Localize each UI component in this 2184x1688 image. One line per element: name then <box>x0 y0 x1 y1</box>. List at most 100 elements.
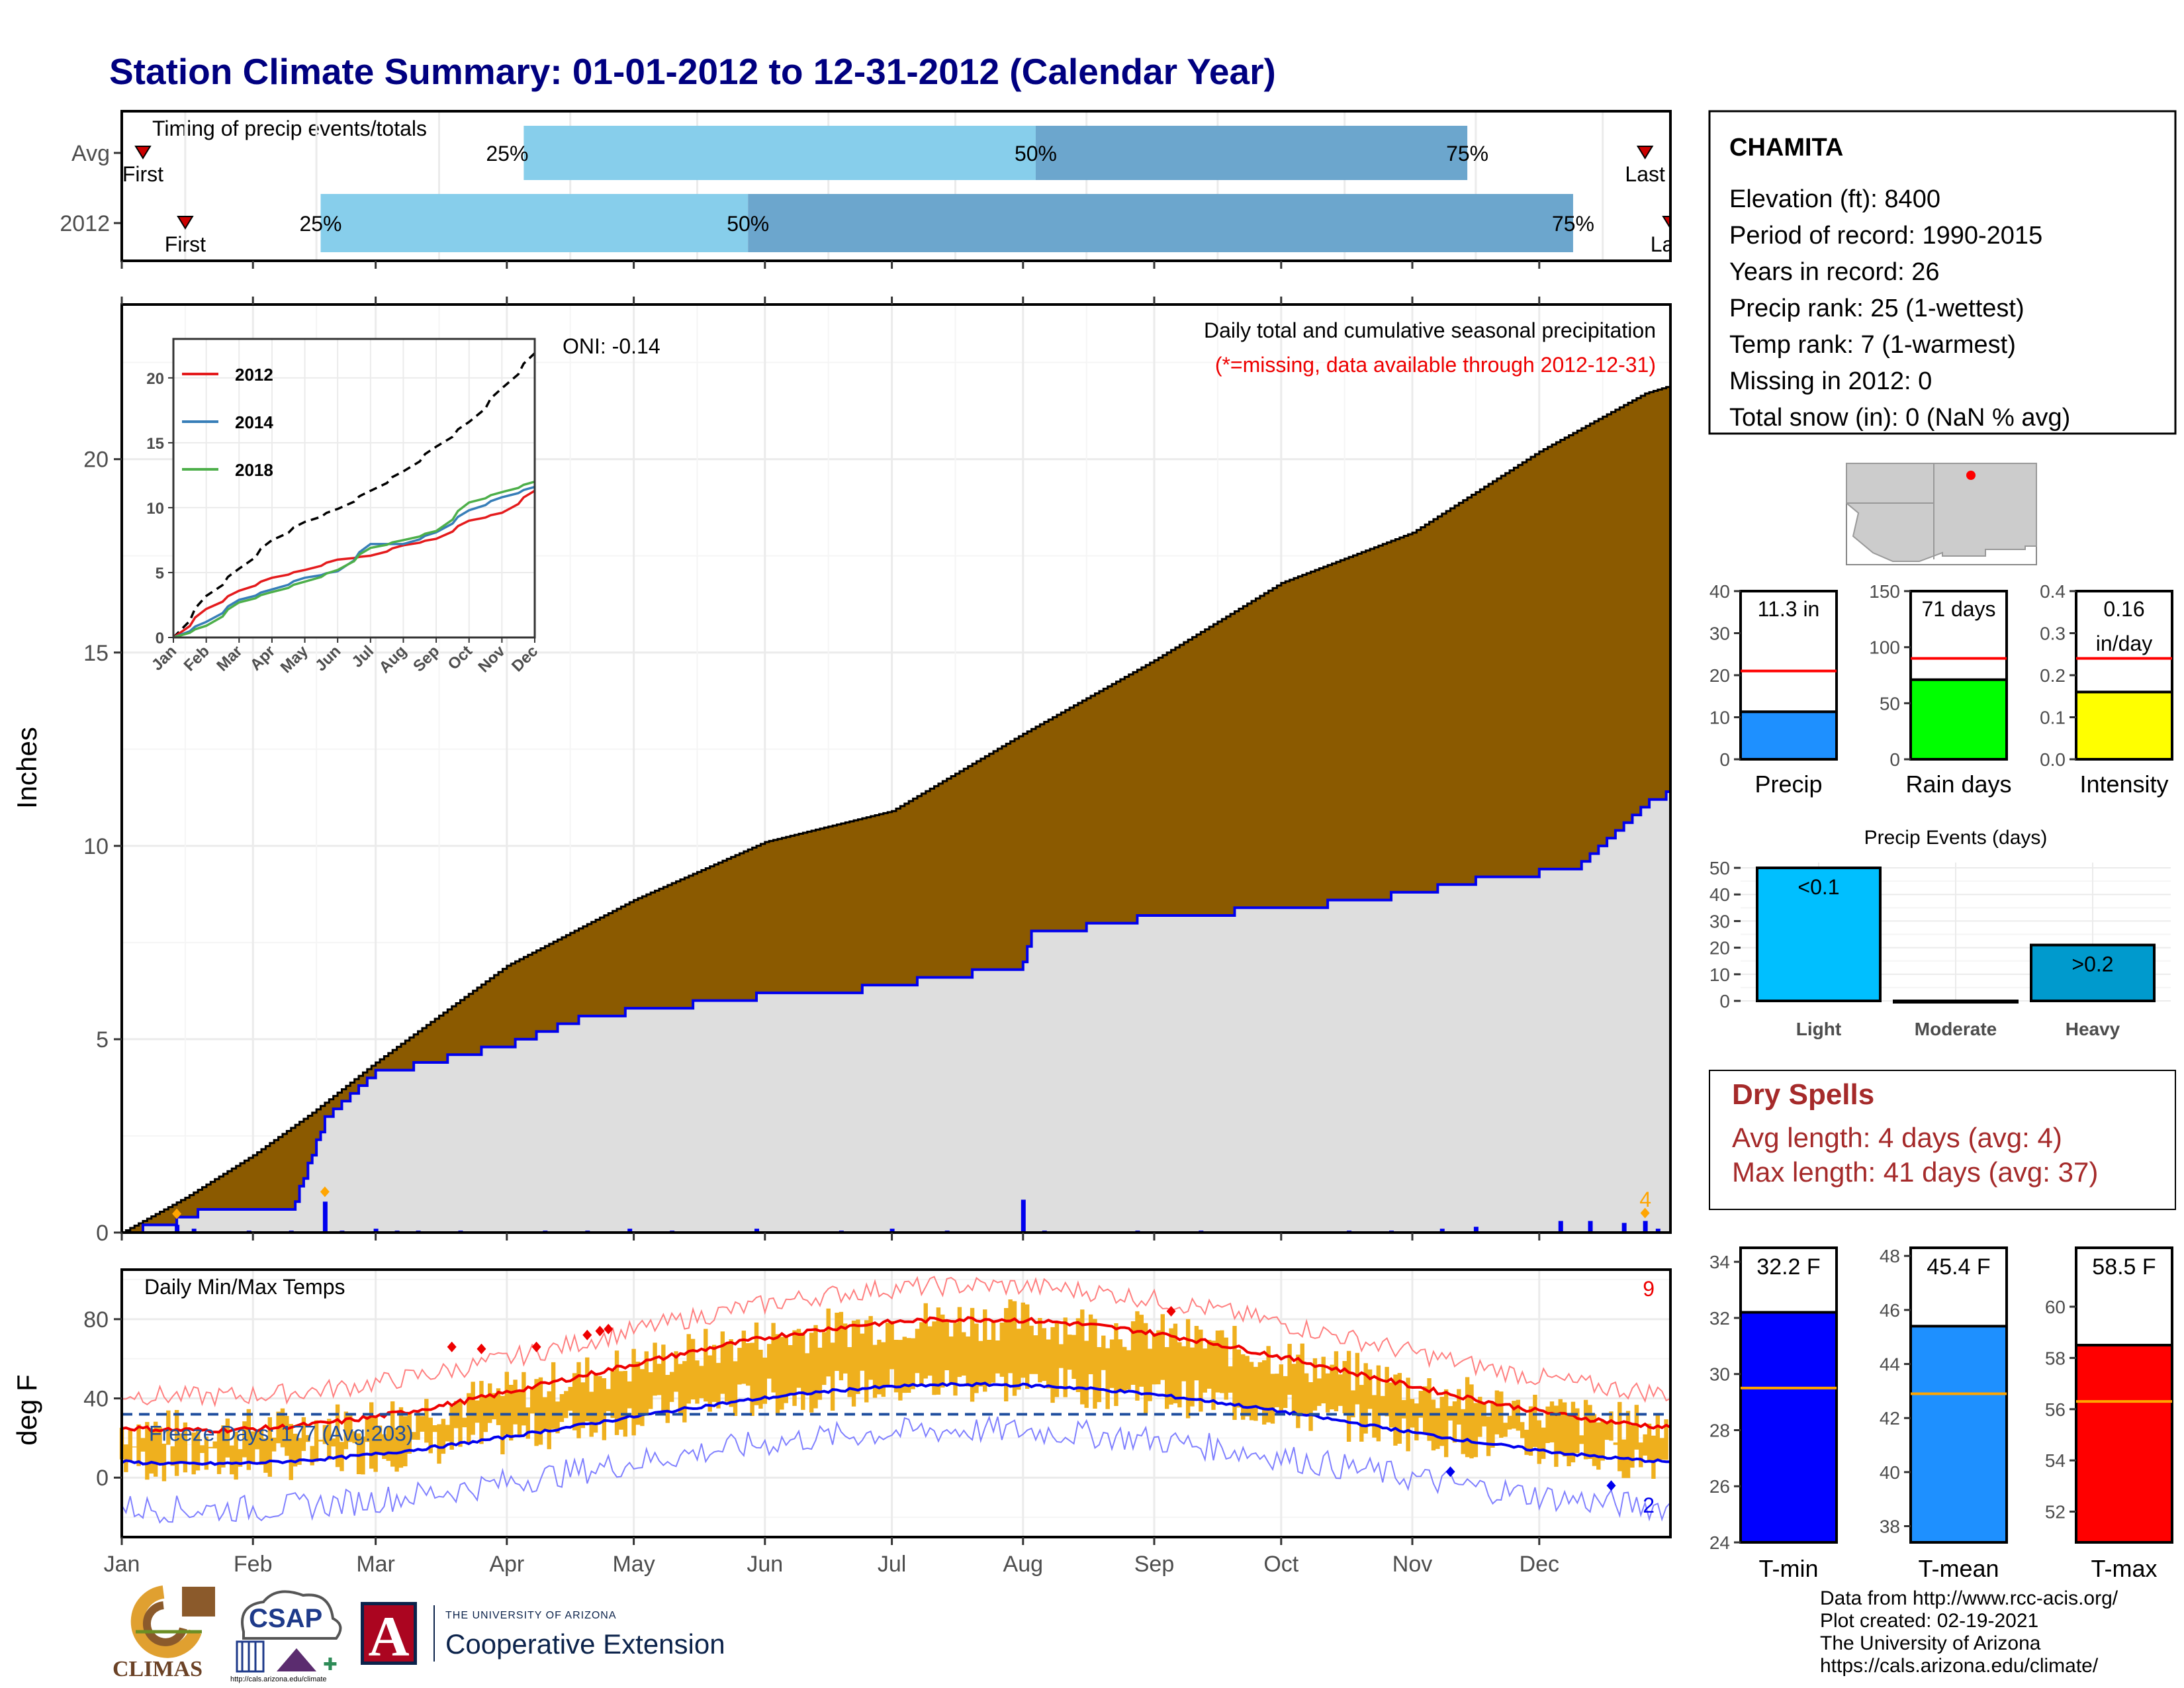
record-max-line <box>121 1276 1671 1407</box>
events-category-label: Heavy <box>2066 1019 2120 1039</box>
precip-event-marker <box>1640 1207 1650 1219</box>
mini-bar-value-label: 0.16 <box>2103 597 2144 621</box>
temp-bar-tick-label: 38 <box>1880 1517 1900 1537</box>
precip-title: Daily total and cumulative seasonal prec… <box>1204 318 1656 342</box>
station-info-line: Elevation (ft): 8400 <box>1729 185 1940 213</box>
temp-bar-tick-label: 26 <box>1709 1476 1730 1497</box>
mini-bar-name: Precip <box>1754 771 1822 798</box>
record-low-marker <box>1606 1480 1616 1491</box>
timing-bar-q2 <box>1035 126 1468 180</box>
inset-series-line <box>173 481 535 639</box>
first-event-label: First <box>122 162 163 186</box>
timing-p75: 75% <box>1446 142 1488 165</box>
temp-plot-area: 0 40 80 Jan Feb Mar Apr May Jun Jul Aug Sep Oct Nov De… <box>83 1268 1672 1577</box>
inset-y-tick-label: 20 <box>146 370 164 388</box>
temp-bar-tick-label: 54 <box>2045 1450 2066 1471</box>
temp-y-tick-label: 80 <box>83 1307 109 1333</box>
footer-line: https://cals.arizona.edu/climate/ <box>1820 1655 2099 1677</box>
dry-spells-title: Dry Spells <box>1732 1078 1874 1111</box>
temp-frame <box>120 1268 1672 1538</box>
temp-bar-value-label: 58.5 F <box>2092 1254 2156 1280</box>
ua-block-a: A <box>361 1602 417 1668</box>
temp-bar-tick-label: 24 <box>1709 1532 1730 1553</box>
mini-bar-tick-label: 0 <box>1719 749 1730 770</box>
events-tick-label: 20 <box>1709 938 1730 959</box>
timing-label: Timing of precip events/totals <box>152 117 427 140</box>
timing-p25: 25% <box>299 212 341 236</box>
events-category-label: Light <box>1796 1019 1841 1039</box>
temp-bar-value-label: 32.2 F <box>1756 1254 1820 1280</box>
month-tick-label: Jan <box>104 1552 140 1577</box>
precip-subtitle: (*=missing, data available through 2012-… <box>1215 353 1656 377</box>
temp-bar-name: T-max <box>2091 1555 2157 1582</box>
station-info-line: Period of record: 1990-2015 <box>1729 222 2042 250</box>
mini-bar-tick-label: 0.1 <box>2040 708 2066 728</box>
temp-bar-tick-label: 42 <box>1880 1408 1900 1429</box>
mini-bar-tick-label: 0.0 <box>2040 749 2066 770</box>
record-high-marker <box>604 1323 614 1335</box>
climas-wordmark: CLIMAS <box>113 1657 203 1681</box>
mini-bar-value <box>1909 678 2008 761</box>
temp-bar-tick-label: 52 <box>2045 1502 2066 1523</box>
mini-bar-value <box>2075 690 2173 761</box>
temp-bar-name: T-min <box>1759 1555 1819 1582</box>
events-tick-label: 50 <box>1709 858 1730 878</box>
first-event-label: First <box>165 232 206 256</box>
inset-avg-line <box>172 352 536 639</box>
dry-spells-box: Dry Spells Avg length: 4 days (avg: 4) M… <box>1709 1070 2176 1210</box>
station-info-line: Missing in 2012: 0 <box>1729 367 1932 395</box>
last-event-label: Last <box>1625 162 1665 186</box>
daily-precip-bar <box>1439 1229 1445 1233</box>
temp-bar-tick-label: 48 <box>1880 1246 1900 1266</box>
inset-y-tick-label: 15 <box>146 435 164 453</box>
daily-precip-bar <box>322 1201 328 1233</box>
temp-bar-charts: 32.2 F 24 26 28 30 32 34 T-min 45.4 F 38 40 42 44 46 4… <box>1709 1246 2173 1582</box>
month-tick-label: Jul <box>878 1552 906 1577</box>
temp-title: Daily Min/Max Temps <box>144 1275 345 1299</box>
timing-bar-q2 <box>748 194 1573 252</box>
csap-emblem: ✚ <box>236 1590 342 1675</box>
timing-p50: 50% <box>727 212 769 236</box>
mini-bar-name: Intensity <box>2079 771 2168 798</box>
inset-border <box>172 338 536 639</box>
climas-logo: CLIMAS <box>109 1585 218 1685</box>
month-tick-label: Sep <box>1134 1552 1175 1577</box>
daily-precip-bar <box>1643 1221 1648 1233</box>
mini-bar-tick-label: 20 <box>1709 665 1730 686</box>
temp-y-tick-label: 40 <box>83 1387 109 1412</box>
events-tick-label: 40 <box>1709 884 1730 905</box>
csap-url: http://cals.arizona.edu/climate <box>230 1675 327 1683</box>
obs-cumulative-precip-line <box>122 790 1670 1234</box>
inset-legend-label: 2018 <box>235 460 273 480</box>
precip-ylabel: Inches <box>11 727 42 809</box>
temp-y-tick-label: 0 <box>96 1466 109 1491</box>
mini-bar-tick-label: 0 <box>1889 749 1900 770</box>
first-event-marker <box>134 146 152 160</box>
temp-bar-value <box>2075 1344 2173 1544</box>
temp-panel: 0 40 80 Jan Feb Mar Apr May Jun Jul Aug Sep Oct Nov De… <box>11 1268 1672 1577</box>
daily-precip-bar <box>627 1229 633 1233</box>
freeze-days-label: Freeze Days: 177 (Avg:203) <box>149 1421 414 1445</box>
csap-wordmark: CSAP <box>249 1604 323 1633</box>
month-tick-label: Nov <box>1392 1552 1432 1577</box>
daily-precip-bar <box>754 1229 760 1233</box>
temp-bar-tick-label: 28 <box>1709 1420 1730 1440</box>
precip-y-tick-label: 10 <box>83 834 109 859</box>
mini-bar-tick-label: 150 <box>1869 581 1900 602</box>
mini-bar-tick-label: 50 <box>1880 693 1900 714</box>
record-high-marker <box>477 1343 486 1354</box>
month-tick-label: Jun <box>747 1552 783 1577</box>
daily-precip-bar <box>373 1229 379 1233</box>
inset-legend-label: 2012 <box>235 365 273 385</box>
precip-corner-value: 4 <box>1639 1188 1651 1211</box>
mini-bar-value <box>1739 710 1838 761</box>
station-info-line: Precip rank: 25 (1-wettest) <box>1729 295 2025 322</box>
station-name: CHAMITA <box>1729 134 1843 162</box>
obs-cumulative-precip-area <box>122 792 1670 1233</box>
temp-bar-tick-label: 56 <box>2045 1399 2066 1420</box>
daily-precip-bar <box>1558 1221 1563 1233</box>
footer-credits: Data from http://www.rcc-acis.org/ Plot … <box>1820 1587 2118 1677</box>
events-category-label: Moderate <box>1915 1019 1997 1039</box>
temp-bar-tick-label: 30 <box>1709 1364 1730 1385</box>
record-low-marker <box>1445 1466 1455 1477</box>
